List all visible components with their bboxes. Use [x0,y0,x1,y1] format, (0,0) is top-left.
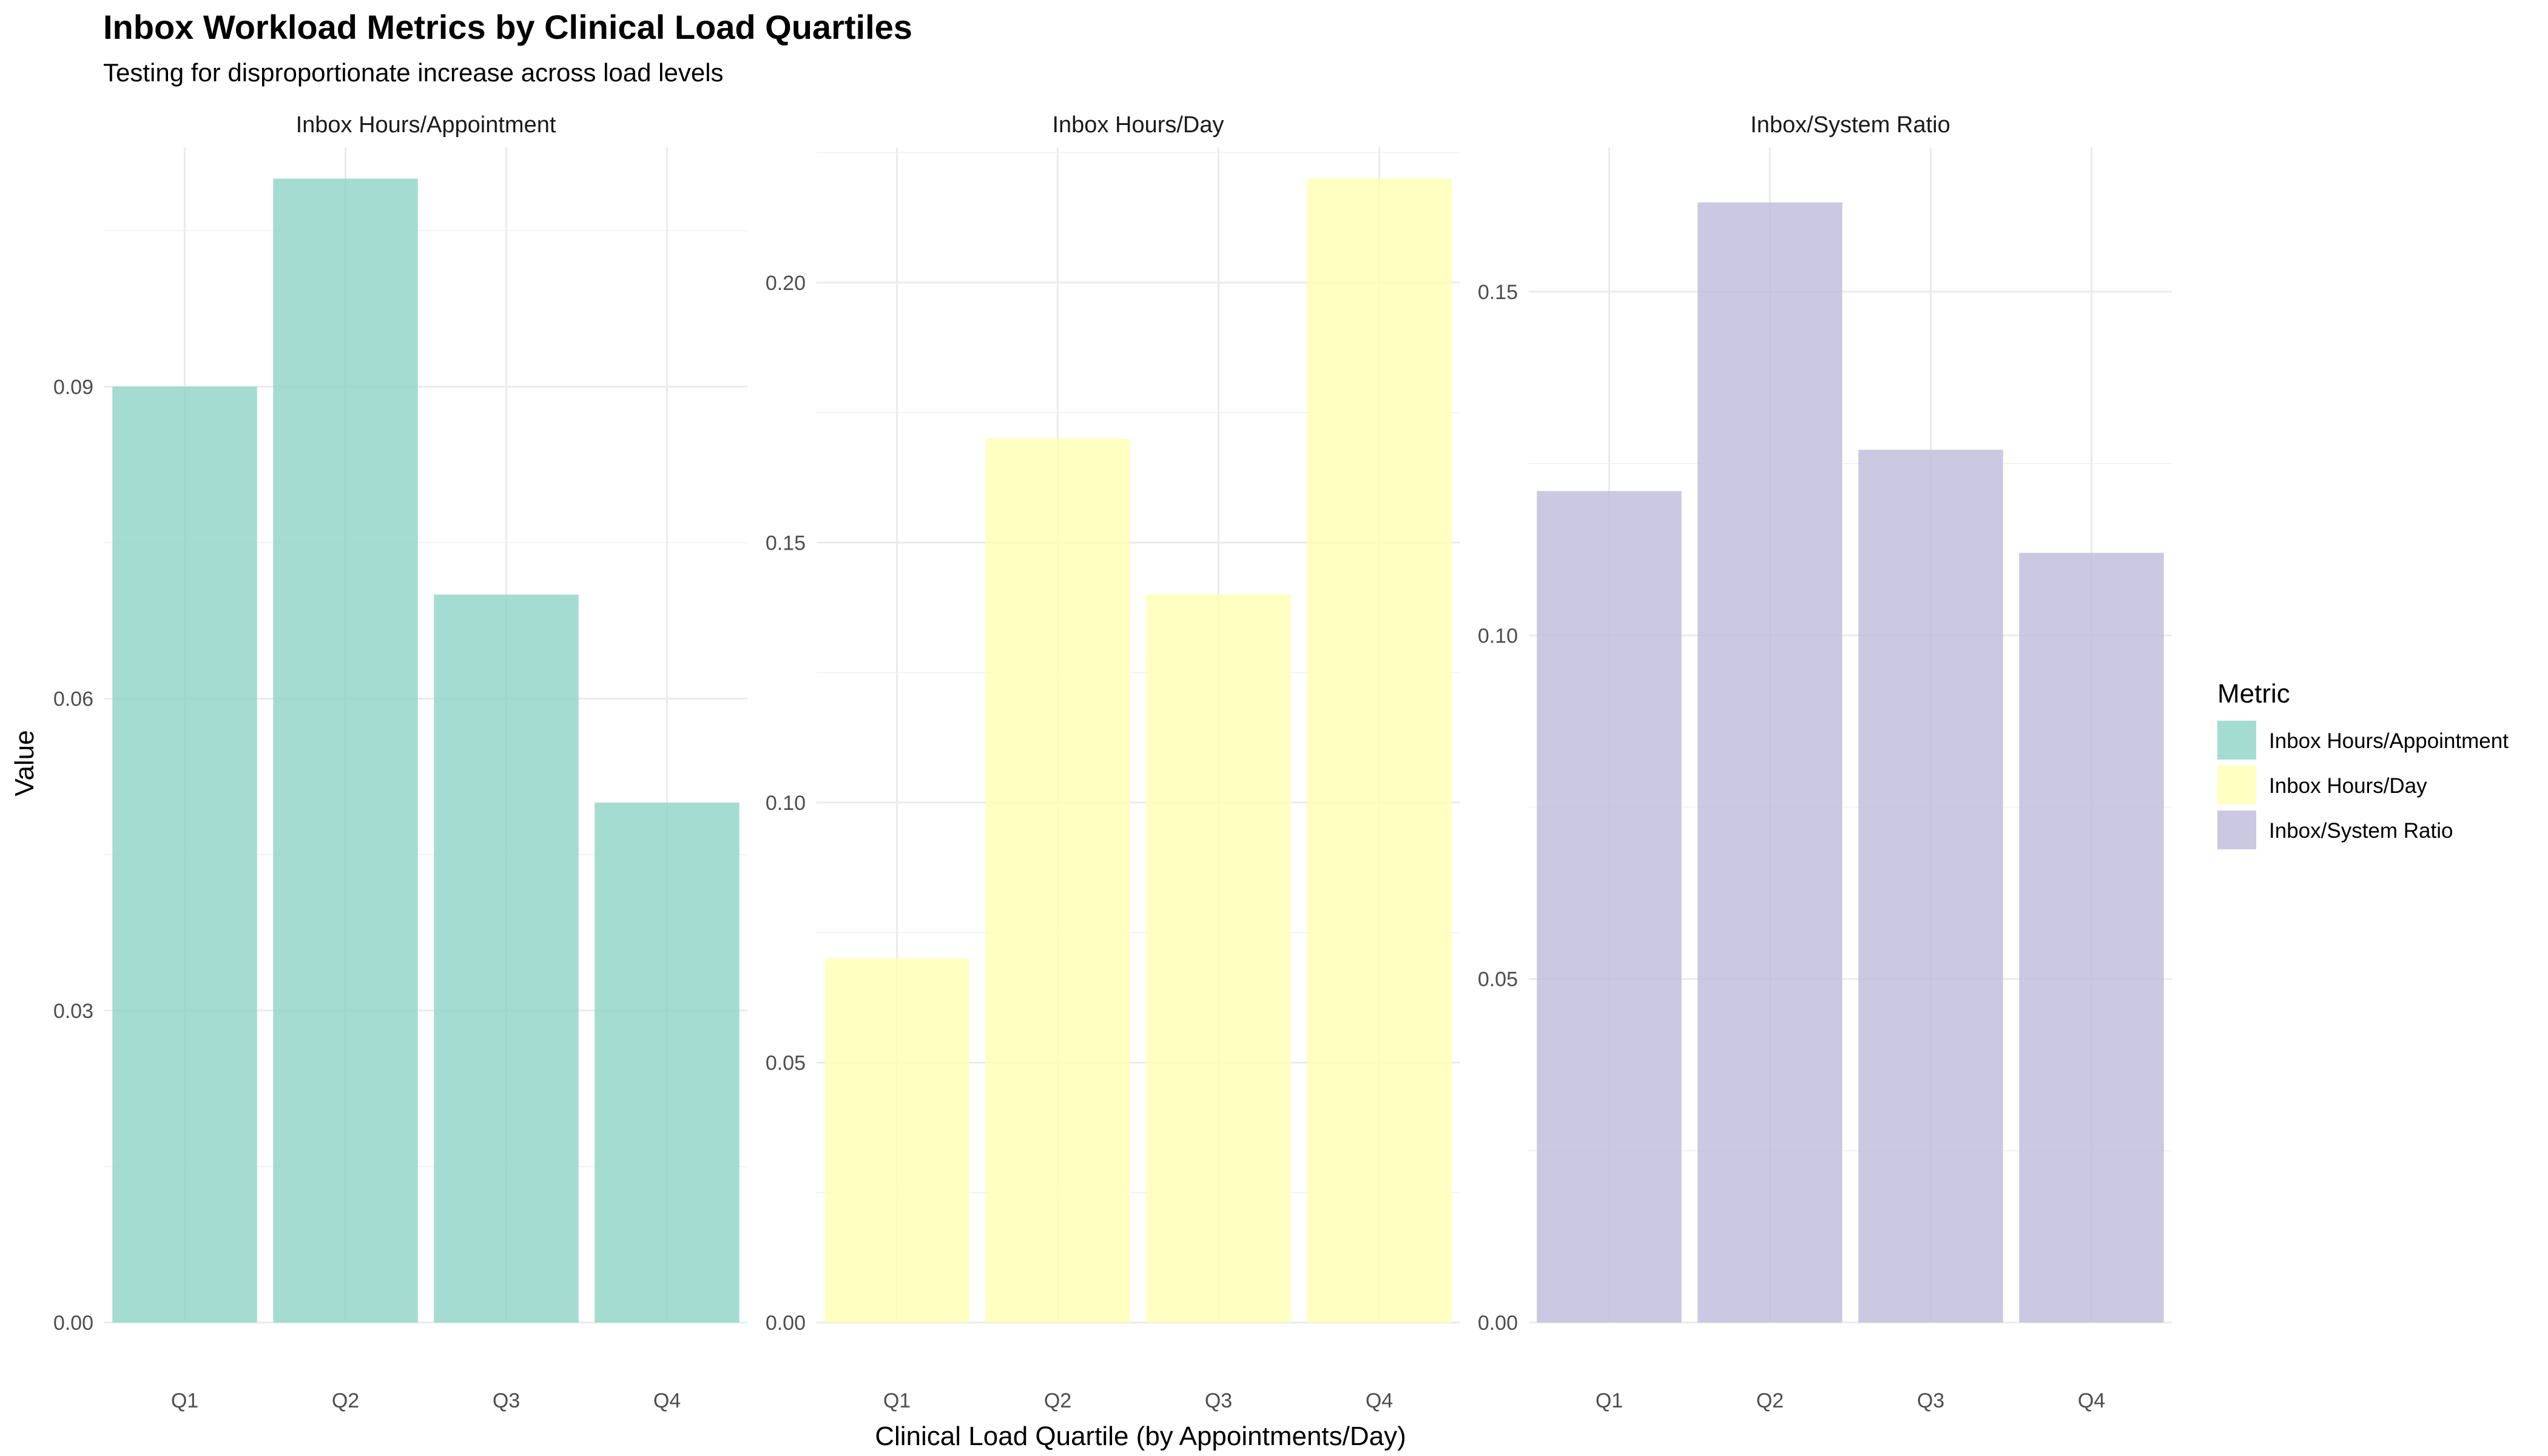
bar-q4 [2019,553,2164,1323]
panel-3: 0.00 0.05 0.10 0.15 Q1 Q2 Q3 Q4 Inbox/System Rat… [1478,112,2172,1412]
x-tick-label: Q1 [1596,1389,1623,1412]
legend-key [2217,721,2256,760]
panel-2: 0.00 0.05 0.10 0.15 0.20 Q1 Q2 Q3 Q4 Inbox Hours/… [766,112,1460,1412]
panel-strip-title: Inbox Hours/Appointment [296,112,556,138]
bar-q3 [434,595,579,1323]
x-tick-label: Q4 [1366,1389,1393,1412]
x-tick-label: Q3 [493,1389,520,1412]
y-tick-label: 0.09 [53,376,93,399]
bar-q3 [1146,595,1291,1323]
x-tick-label: Q3 [1917,1389,1944,1412]
panel-strip-title: Inbox/System Ratio [1750,112,1950,138]
y-tick-label: 0.15 [1478,281,1518,304]
x-tick-label: Q1 [171,1389,198,1412]
x-tick-label: Q2 [1756,1389,1784,1412]
chart-subtitle: Testing for disproportionate increase ac… [103,58,724,87]
legend-label: Inbox Hours/Appointment [2269,729,2509,753]
legend: Metric Inbox Hours/Appointment Inbox Hour… [2217,679,2509,849]
y-tick-label: 0.20 [766,272,806,295]
bar-q2 [985,438,1130,1323]
legend-label: Inbox/System Ratio [2269,819,2453,843]
y-tick-label: 0.06 [53,688,93,711]
y-tick-label: 0.00 [766,1312,806,1335]
y-tick-label: 0.00 [1478,1312,1518,1335]
y-tick-label: 0.05 [766,1051,806,1074]
bar-q4 [1307,178,1452,1323]
x-tick-label: Q4 [653,1389,681,1412]
y-axis-title: Value [10,730,39,796]
y-tick-label: 0.10 [1478,624,1518,647]
x-tick-label: Q3 [1205,1389,1232,1412]
panel-1: 0.00 0.03 0.06 0.09 Q1 Q2 Q3 Q4 Inbox Hours/Appo… [53,112,747,1412]
y-tick-label: 0.10 [766,792,806,815]
x-tick-label: Q1 [883,1389,911,1412]
panel-strip-title: Inbox Hours/Day [1052,112,1224,138]
legend-key [2217,811,2256,849]
x-tick-label: Q2 [1044,1389,1071,1412]
bar-q4 [595,802,740,1323]
legend-key [2217,766,2256,804]
chart-title: Inbox Workload Metrics by Clinical Load … [103,8,912,46]
y-tick-label: 0.05 [1478,968,1518,991]
bar-q3 [1858,450,2003,1323]
bar-q1 [1537,491,1682,1323]
x-axis-title: Clinical Load Quartile (by Appointments/… [875,1421,1406,1451]
y-tick-label: 0.15 [766,531,806,554]
x-tick-label: Q4 [2078,1389,2105,1412]
bar-q1 [824,959,969,1323]
legend-title: Metric [2217,679,2290,709]
panels: 0.00 0.03 0.06 0.09 Q1 Q2 Q3 Q4 Inbox Hours/Appo… [53,112,2172,1412]
x-tick-label: Q2 [332,1389,359,1412]
bar-q1 [112,386,257,1323]
y-tick-label: 0.03 [53,1000,93,1023]
legend-label: Inbox Hours/Day [2269,774,2427,798]
bar-q2 [1697,202,1842,1323]
bar-q2 [273,178,418,1323]
y-tick-label: 0.00 [53,1312,93,1335]
